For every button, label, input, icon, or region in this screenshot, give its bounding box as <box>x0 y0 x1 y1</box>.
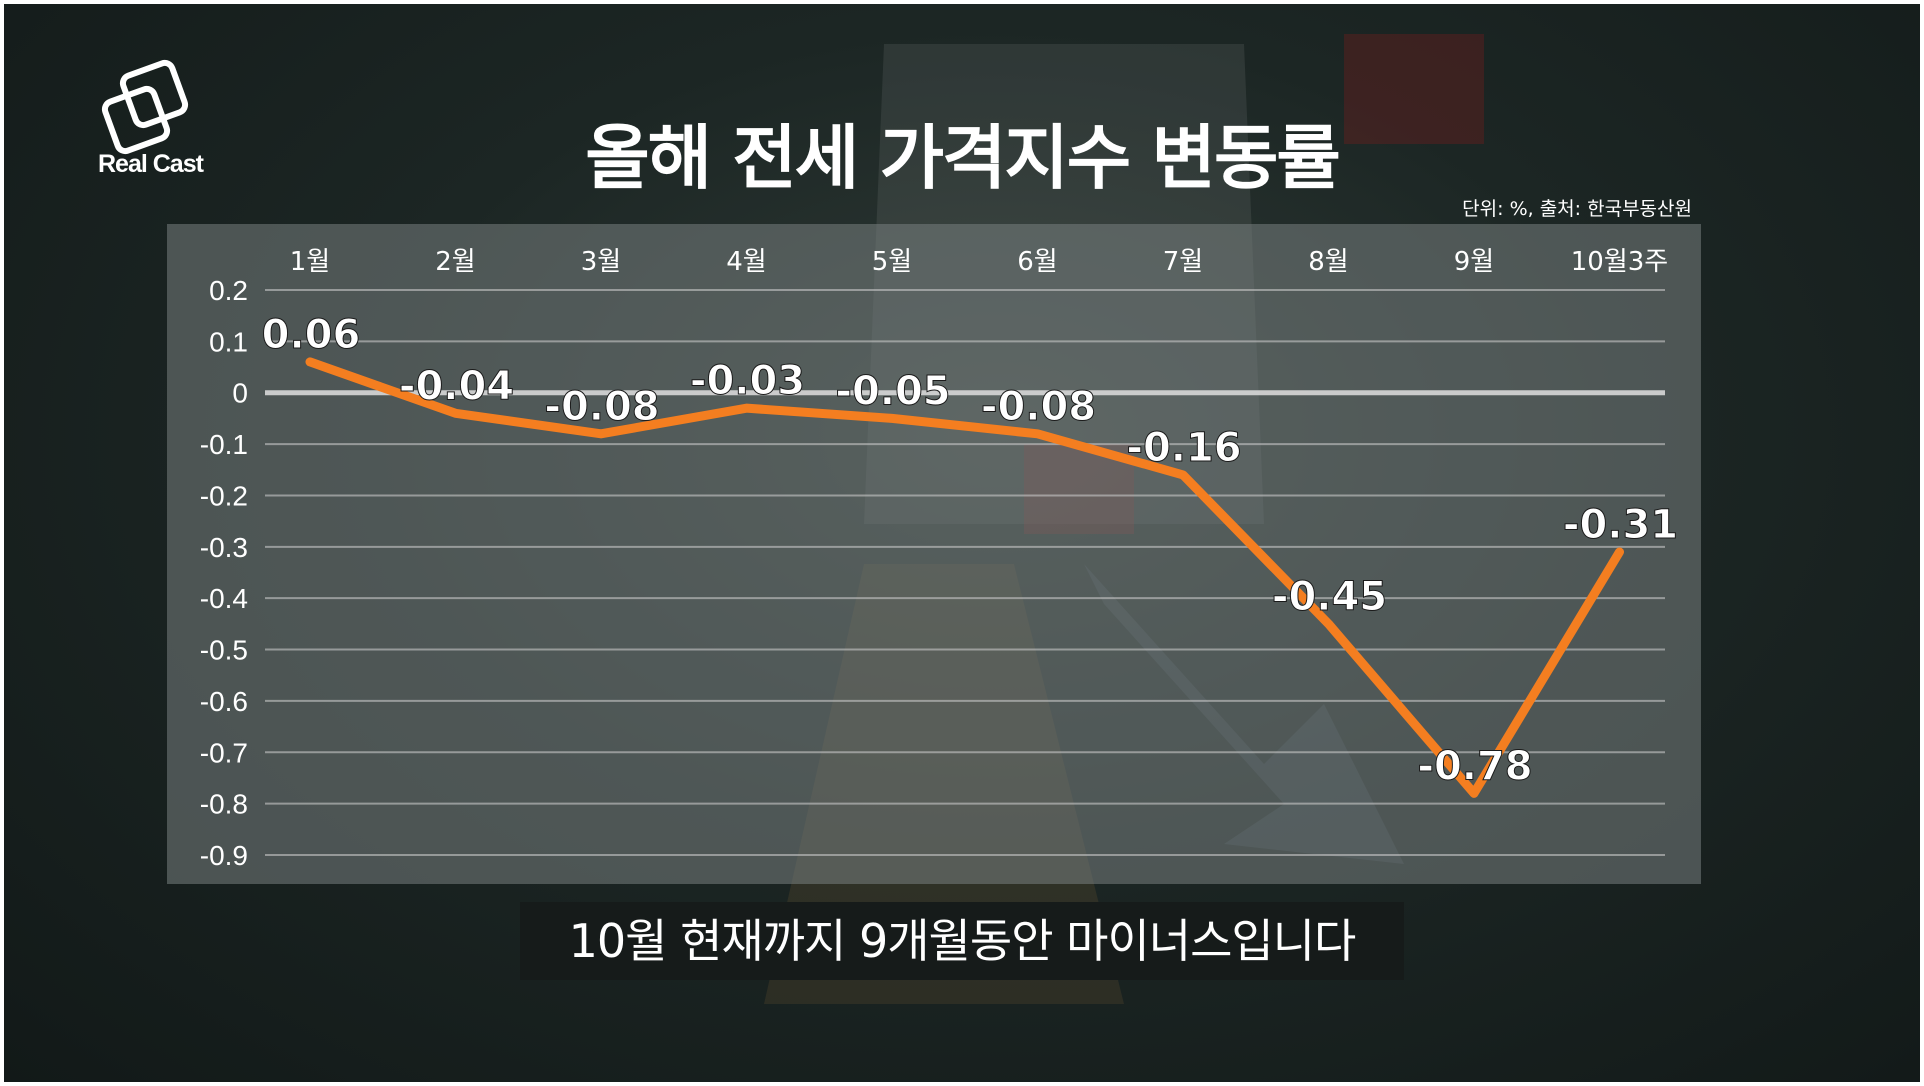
data-point <box>306 357 314 366</box>
chart-panel <box>167 224 1701 884</box>
data-label: -0.31 <box>1563 502 1678 548</box>
x-tick-label: 4월 <box>726 247 766 277</box>
caption-text: 10월 현재까지 9개월동안 마이너스입니다 <box>568 914 1357 968</box>
y-tick-label: 0 <box>232 378 248 409</box>
data-label: -0.05 <box>835 368 950 414</box>
y-tick-label: -0.9 <box>200 840 248 871</box>
y-tick-label: 0.1 <box>209 326 248 357</box>
data-point <box>888 414 896 423</box>
data-label: -0.08 <box>544 384 659 430</box>
data-point <box>1615 547 1624 556</box>
logo-text: Real Cast <box>98 150 204 178</box>
x-tick-label: 10월3주 <box>1571 247 1668 277</box>
data-label: -0.16 <box>1126 425 1241 471</box>
y-tick-label: -0.1 <box>200 429 248 460</box>
y-tick-label: -0.3 <box>200 532 248 563</box>
x-tick-label: 2월 <box>435 247 475 277</box>
data-point <box>1179 470 1187 479</box>
x-tick-label: 3월 <box>581 247 621 277</box>
data-point <box>1033 429 1042 438</box>
data-point <box>451 409 460 418</box>
series-line <box>305 357 1624 798</box>
chart-title: 올해 전세 가격지수 변동률 <box>585 117 1341 199</box>
x-tick-label: 8월 <box>1308 247 1348 277</box>
data-label: -0.04 <box>399 363 514 409</box>
y-tick-label: -0.6 <box>200 686 248 717</box>
data-label: -0.78 <box>1417 743 1532 789</box>
data-point <box>742 404 751 413</box>
data-point <box>1324 619 1333 628</box>
data-point <box>1470 789 1478 798</box>
y-tick-label: -0.5 <box>200 635 248 666</box>
x-tick-label: 6월 <box>1017 247 1057 277</box>
y-tick-label: -0.4 <box>200 583 248 614</box>
caption-box <box>520 902 1404 980</box>
data-label: -0.08 <box>981 384 1096 430</box>
data-point <box>597 429 605 438</box>
y-tick-label: 0.2 <box>209 275 248 306</box>
x-tick-label: 7월 <box>1163 247 1203 277</box>
realcast-logo-icon <box>101 59 189 155</box>
data-label: -0.03 <box>690 358 805 404</box>
y-tick-label: -0.7 <box>200 737 248 768</box>
x-tick-label: 1월 <box>290 247 330 277</box>
data-label: -0.45 <box>1272 574 1387 620</box>
y-tick-label: -0.2 <box>200 480 248 511</box>
x-tick-label: 9월 <box>1454 247 1494 277</box>
chart-source-note: 단위: %, 출처: 한국부동산원 <box>1462 198 1692 220</box>
data-label: 0.06 <box>262 312 361 358</box>
x-tick-label: 5월 <box>872 247 912 277</box>
y-tick-label: -0.8 <box>200 789 248 820</box>
